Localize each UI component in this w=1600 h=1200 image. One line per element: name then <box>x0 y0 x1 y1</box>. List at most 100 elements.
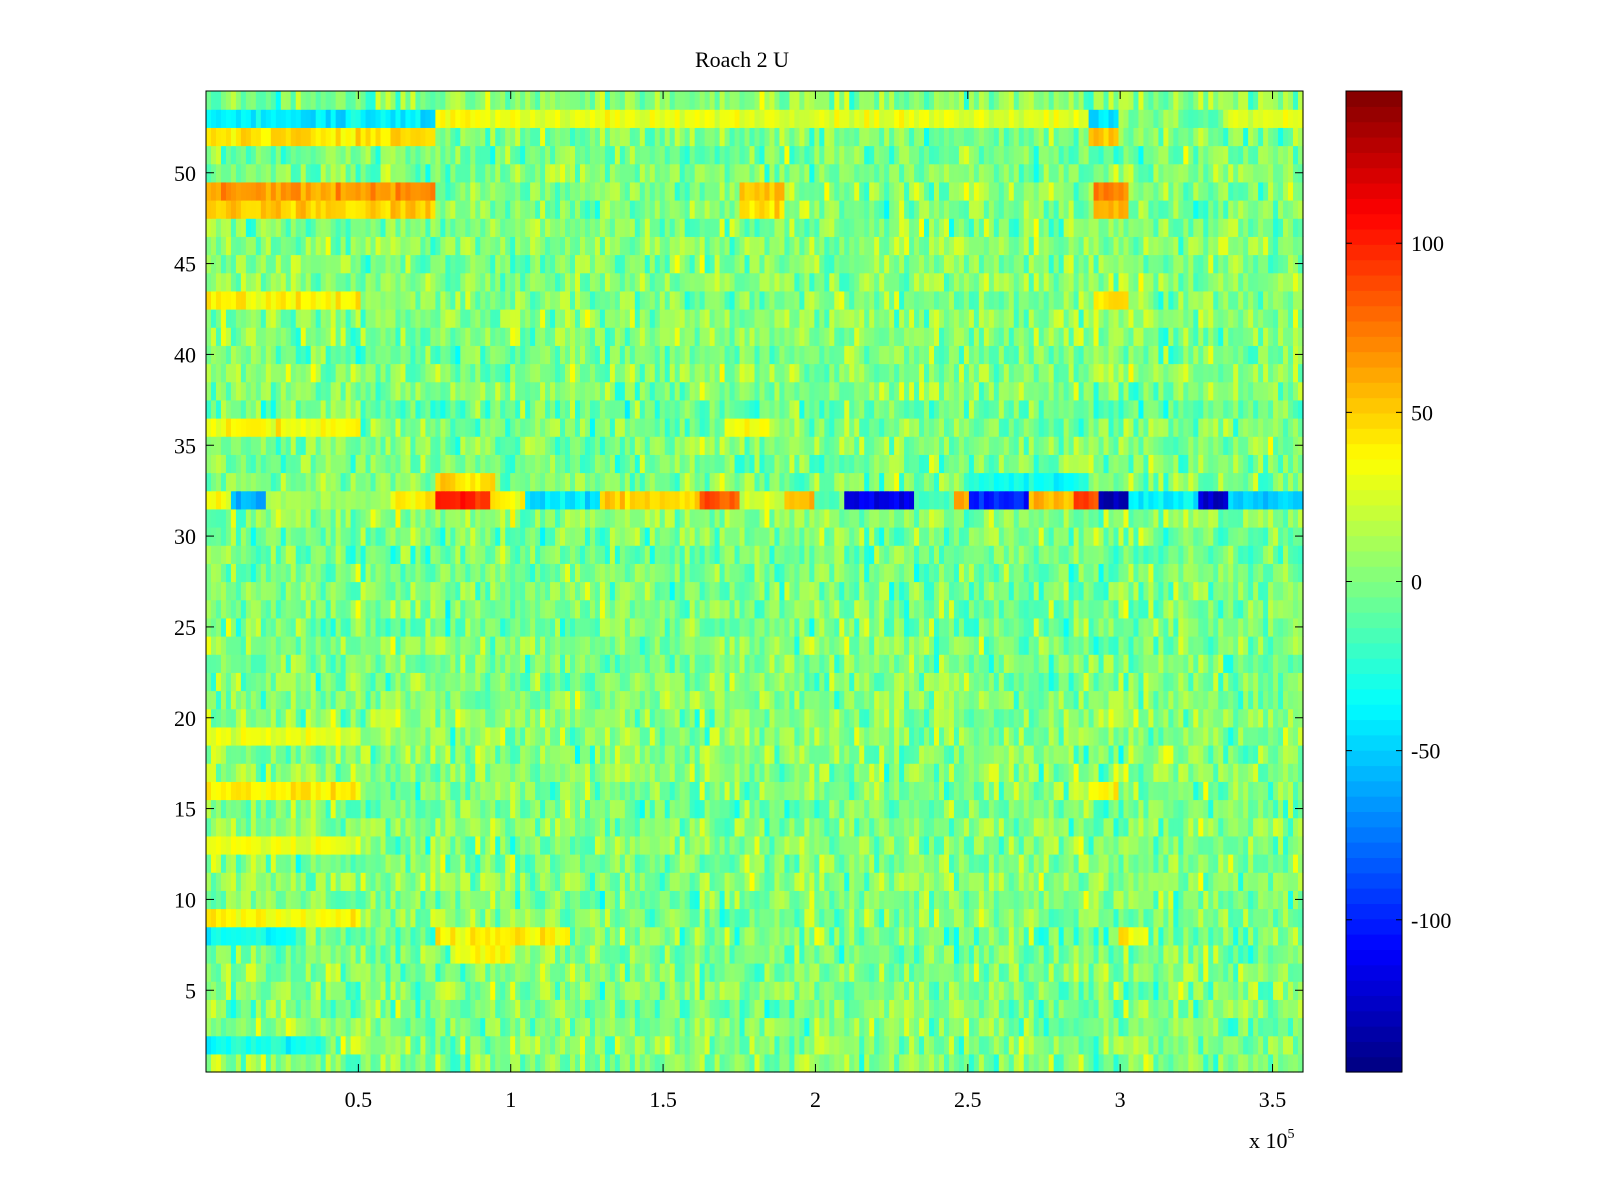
heatmap-cell <box>1258 1053 1264 1073</box>
heatmap-cell <box>599 999 606 1019</box>
heatmap-cell <box>355 726 362 746</box>
heatmap-cell <box>759 672 766 692</box>
heatmap-cell <box>1258 835 1264 855</box>
heatmap-cell <box>400 726 407 746</box>
heatmap-cell <box>834 763 840 782</box>
heatmap-cell <box>420 817 426 837</box>
heatmap-cell <box>684 963 691 982</box>
heatmap-cell <box>270 926 277 946</box>
heatmap-cell <box>714 1017 721 1037</box>
heatmap-cell <box>649 908 656 928</box>
heatmap-cell <box>849 999 855 1019</box>
heatmap-cell <box>1038 963 1045 982</box>
heatmap-cell <box>769 708 776 728</box>
heatmap-cell <box>305 926 312 946</box>
heatmap-cell <box>719 726 726 746</box>
heatmap-cell <box>664 835 671 855</box>
heatmap-cell <box>310 1035 317 1055</box>
heatmap-cell <box>1008 926 1015 946</box>
heatmap-cell <box>589 890 596 910</box>
heatmap-cell <box>535 708 541 728</box>
heatmap-cell <box>604 708 611 728</box>
heatmap-cell <box>834 1035 840 1055</box>
heatmap-cell <box>869 981 875 1000</box>
heatmap-cell <box>1158 763 1164 782</box>
heatmap-cell <box>794 926 800 946</box>
heatmap-cell <box>390 908 397 928</box>
heatmap-cell <box>1248 944 1254 964</box>
heatmap-cell <box>355 799 362 819</box>
heatmap-cell <box>614 1035 621 1055</box>
heatmap-cell <box>869 781 875 801</box>
heatmap-cell <box>794 835 800 855</box>
heatmap-cell <box>993 963 1000 982</box>
heatmap-cell <box>1298 835 1304 855</box>
heatmap-cell <box>535 963 541 982</box>
heatmap-cell <box>1148 926 1155 946</box>
heatmap-cell <box>385 799 392 819</box>
heatmap-cell <box>345 799 352 819</box>
heatmap-cell <box>919 1035 925 1055</box>
heatmap-cell <box>978 745 985 764</box>
heatmap-cell <box>1223 890 1229 910</box>
heatmap-cell <box>1283 1053 1289 1073</box>
heatmap-cell <box>1158 944 1164 964</box>
heatmap-cell <box>654 1035 661 1055</box>
heatmap-cell <box>654 926 661 946</box>
heatmap-cell <box>335 654 342 673</box>
heatmap-cell <box>764 1035 771 1055</box>
heatmap-cell <box>395 872 402 891</box>
heatmap-cell <box>774 963 781 982</box>
heatmap-cell <box>759 981 766 1000</box>
heatmap-cell <box>375 708 382 728</box>
heatmap-cell <box>480 944 486 964</box>
heatmap-cell <box>305 781 312 801</box>
heatmap-cell <box>894 1053 900 1073</box>
heatmap-cell <box>943 708 950 728</box>
heatmap-cell <box>988 781 995 801</box>
heatmap-cell <box>978 999 985 1019</box>
heatmap-cell <box>1198 708 1204 728</box>
heatmap-cell <box>380 1017 387 1037</box>
heatmap-cell <box>405 963 412 982</box>
heatmap-cell <box>240 1053 247 1073</box>
heatmap-cell <box>1278 817 1284 837</box>
heatmap-cell <box>819 781 825 801</box>
heatmap-cell <box>375 872 382 891</box>
heatmap-cell <box>410 799 417 819</box>
heatmap-cell <box>654 908 661 928</box>
heatmap-cell <box>654 872 661 891</box>
heatmap-cell <box>375 726 382 746</box>
heatmap-cell <box>599 817 606 837</box>
heatmap-cell <box>1108 890 1115 910</box>
heatmap-cell <box>410 872 417 891</box>
heatmap-cell <box>739 926 746 946</box>
heatmap-cell <box>1188 672 1194 692</box>
heatmap-cell <box>555 963 561 982</box>
heatmap-cell <box>240 1035 247 1055</box>
heatmap-cell <box>435 999 441 1019</box>
heatmap-cell <box>1013 944 1020 964</box>
heatmap-cell <box>829 1053 835 1073</box>
heatmap-cell <box>460 944 466 964</box>
heatmap-cell <box>275 999 282 1019</box>
heatmap-cell <box>769 690 776 710</box>
heatmap-cell <box>819 745 825 764</box>
heatmap-cell <box>734 872 741 891</box>
heatmap-cell <box>649 690 656 710</box>
heatmap-cell <box>819 981 825 1000</box>
heatmap-cell <box>784 908 791 928</box>
heatmap-cell <box>834 999 840 1019</box>
heatmap-cell <box>988 835 995 855</box>
heatmap-cell <box>889 999 895 1019</box>
heatmap-cell <box>894 981 900 1000</box>
heatmap-cell <box>874 872 880 891</box>
heatmap-cell <box>719 1017 726 1037</box>
heatmap-cell <box>973 1053 980 1073</box>
heatmap-cell <box>1163 690 1169 710</box>
heatmap-cell <box>739 781 746 801</box>
heatmap-cell <box>525 781 531 801</box>
heatmap-cell <box>844 672 850 692</box>
heatmap-cell <box>500 835 506 855</box>
heatmap-cell <box>280 1017 287 1037</box>
